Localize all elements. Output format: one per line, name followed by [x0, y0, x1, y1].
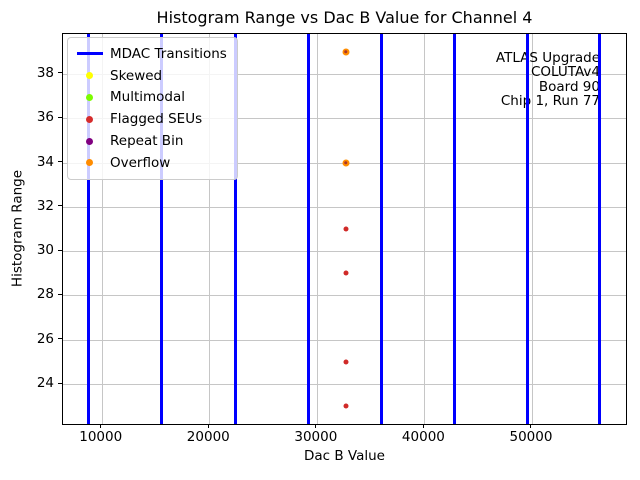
y-tick-mark — [58, 249, 62, 251]
legend-item-multimodal: Multimodal — [76, 87, 231, 109]
gridline-horizontal — [63, 118, 626, 120]
y-tick-label: 36 — [36, 109, 54, 126]
x-tick-label: 30000 — [294, 429, 338, 445]
mdac-transition-line — [598, 34, 602, 424]
x-tick-mark — [207, 424, 209, 428]
mdac-transition-line — [379, 34, 383, 424]
y-tick-label: 28 — [36, 286, 54, 303]
annotation-line: Chip 1, Run 77 — [500, 93, 600, 110]
legend-dot-icon — [76, 159, 103, 167]
y-tick-mark — [58, 293, 62, 295]
dot-swatch — [86, 137, 93, 145]
mdac-transition-line — [234, 34, 238, 424]
scatter-marker — [343, 226, 349, 232]
legend-item-repeat-bin: Repeat Bin — [76, 130, 231, 152]
legend-item-label: Multimodal — [110, 89, 186, 106]
y-tick-label: 24 — [36, 375, 54, 392]
mdac-transition-line — [525, 34, 529, 424]
legend-item-label: Overflow — [110, 154, 171, 171]
legend-item-label: Skewed — [110, 67, 163, 84]
y-tick-mark — [58, 116, 62, 118]
plot-area: ATLAS Upgrade COLUTAv4 Board 90 Chip 1, Run… — [62, 33, 627, 425]
gridline-horizontal — [63, 384, 626, 386]
mdac-transition-line — [160, 34, 164, 424]
gridline-vertical — [424, 34, 426, 424]
gridline-horizontal — [63, 339, 626, 341]
annotation-line: ATLAS Upgrade — [495, 50, 600, 66]
mdac-transition-line — [306, 34, 310, 424]
mdac-transition-line — [452, 34, 456, 424]
y-axis-label: Histogram Range — [9, 169, 26, 288]
legend-item-mdac-transitions: MDAC Transitions — [76, 43, 231, 65]
legend-item-label: MDAC Transitions — [110, 45, 227, 62]
y-tick-mark — [58, 382, 62, 384]
x-tick-mark — [315, 424, 317, 428]
annotation: ATLAS Upgrade COLUTAv4 Board 90 Chip 1, Run… — [496, 51, 600, 109]
gridline-horizontal — [63, 206, 626, 208]
y-tick-label: 34 — [36, 153, 54, 170]
scatter-marker — [343, 403, 349, 409]
annotation-line: Board 90 — [538, 78, 600, 95]
scatter-marker — [344, 49, 348, 54]
dot-swatch — [86, 93, 93, 101]
x-tick-mark — [100, 424, 102, 428]
legend-dot-icon — [76, 137, 103, 145]
x-tick-label: 50000 — [509, 429, 553, 445]
y-tick-mark — [58, 338, 62, 340]
gridline-horizontal — [63, 73, 626, 75]
y-tick-label: 26 — [36, 330, 54, 347]
y-tick-label: 38 — [36, 64, 54, 81]
dot-swatch — [86, 72, 93, 80]
legend: MDAC Transitions Skewed Multimodal Flagged … — [67, 37, 238, 180]
x-tick-label: 20000 — [186, 429, 230, 445]
x-tick-mark — [422, 424, 424, 428]
y-tick-mark — [58, 72, 62, 74]
legend-line-icon — [76, 52, 103, 56]
y-tick-label: 30 — [36, 242, 54, 259]
gridline-vertical — [101, 34, 103, 424]
chart-title: Histogram Range vs Dac B Value for Chann… — [156, 8, 533, 27]
gridline-vertical — [209, 34, 211, 424]
x-axis-label: Dac B Value — [303, 448, 385, 464]
y-tick-mark — [58, 161, 62, 163]
legend-item-flagged-seus: Flagged SEUs — [76, 108, 231, 130]
gridline-vertical — [316, 34, 318, 424]
y-tick-mark — [58, 205, 62, 207]
x-tick-mark — [530, 424, 532, 428]
scatter-marker — [343, 270, 349, 276]
dot-swatch — [86, 115, 93, 123]
gridline-horizontal — [63, 295, 626, 297]
y-tick-label: 32 — [36, 197, 54, 214]
legend-dot-icon — [76, 115, 103, 123]
scatter-marker — [344, 160, 348, 165]
scatter-marker — [343, 359, 349, 365]
annotation-line: COLUTAv4 — [530, 64, 600, 81]
legend-dot-icon — [76, 72, 103, 80]
dot-swatch — [86, 159, 93, 167]
legend-item-skewed: Skewed — [76, 65, 231, 87]
legend-item-label: Repeat Bin — [110, 133, 184, 150]
mdac-transition-line — [87, 34, 91, 424]
x-tick-label: 10000 — [79, 429, 123, 445]
line-swatch — [76, 52, 103, 56]
x-tick-label: 40000 — [401, 429, 445, 445]
gridline-vertical — [531, 34, 533, 424]
gridline-horizontal — [63, 251, 626, 253]
legend-item-overflow: Overflow — [76, 152, 231, 174]
legend-dot-icon — [76, 93, 103, 101]
legend-item-label: Flagged SEUs — [110, 111, 203, 128]
